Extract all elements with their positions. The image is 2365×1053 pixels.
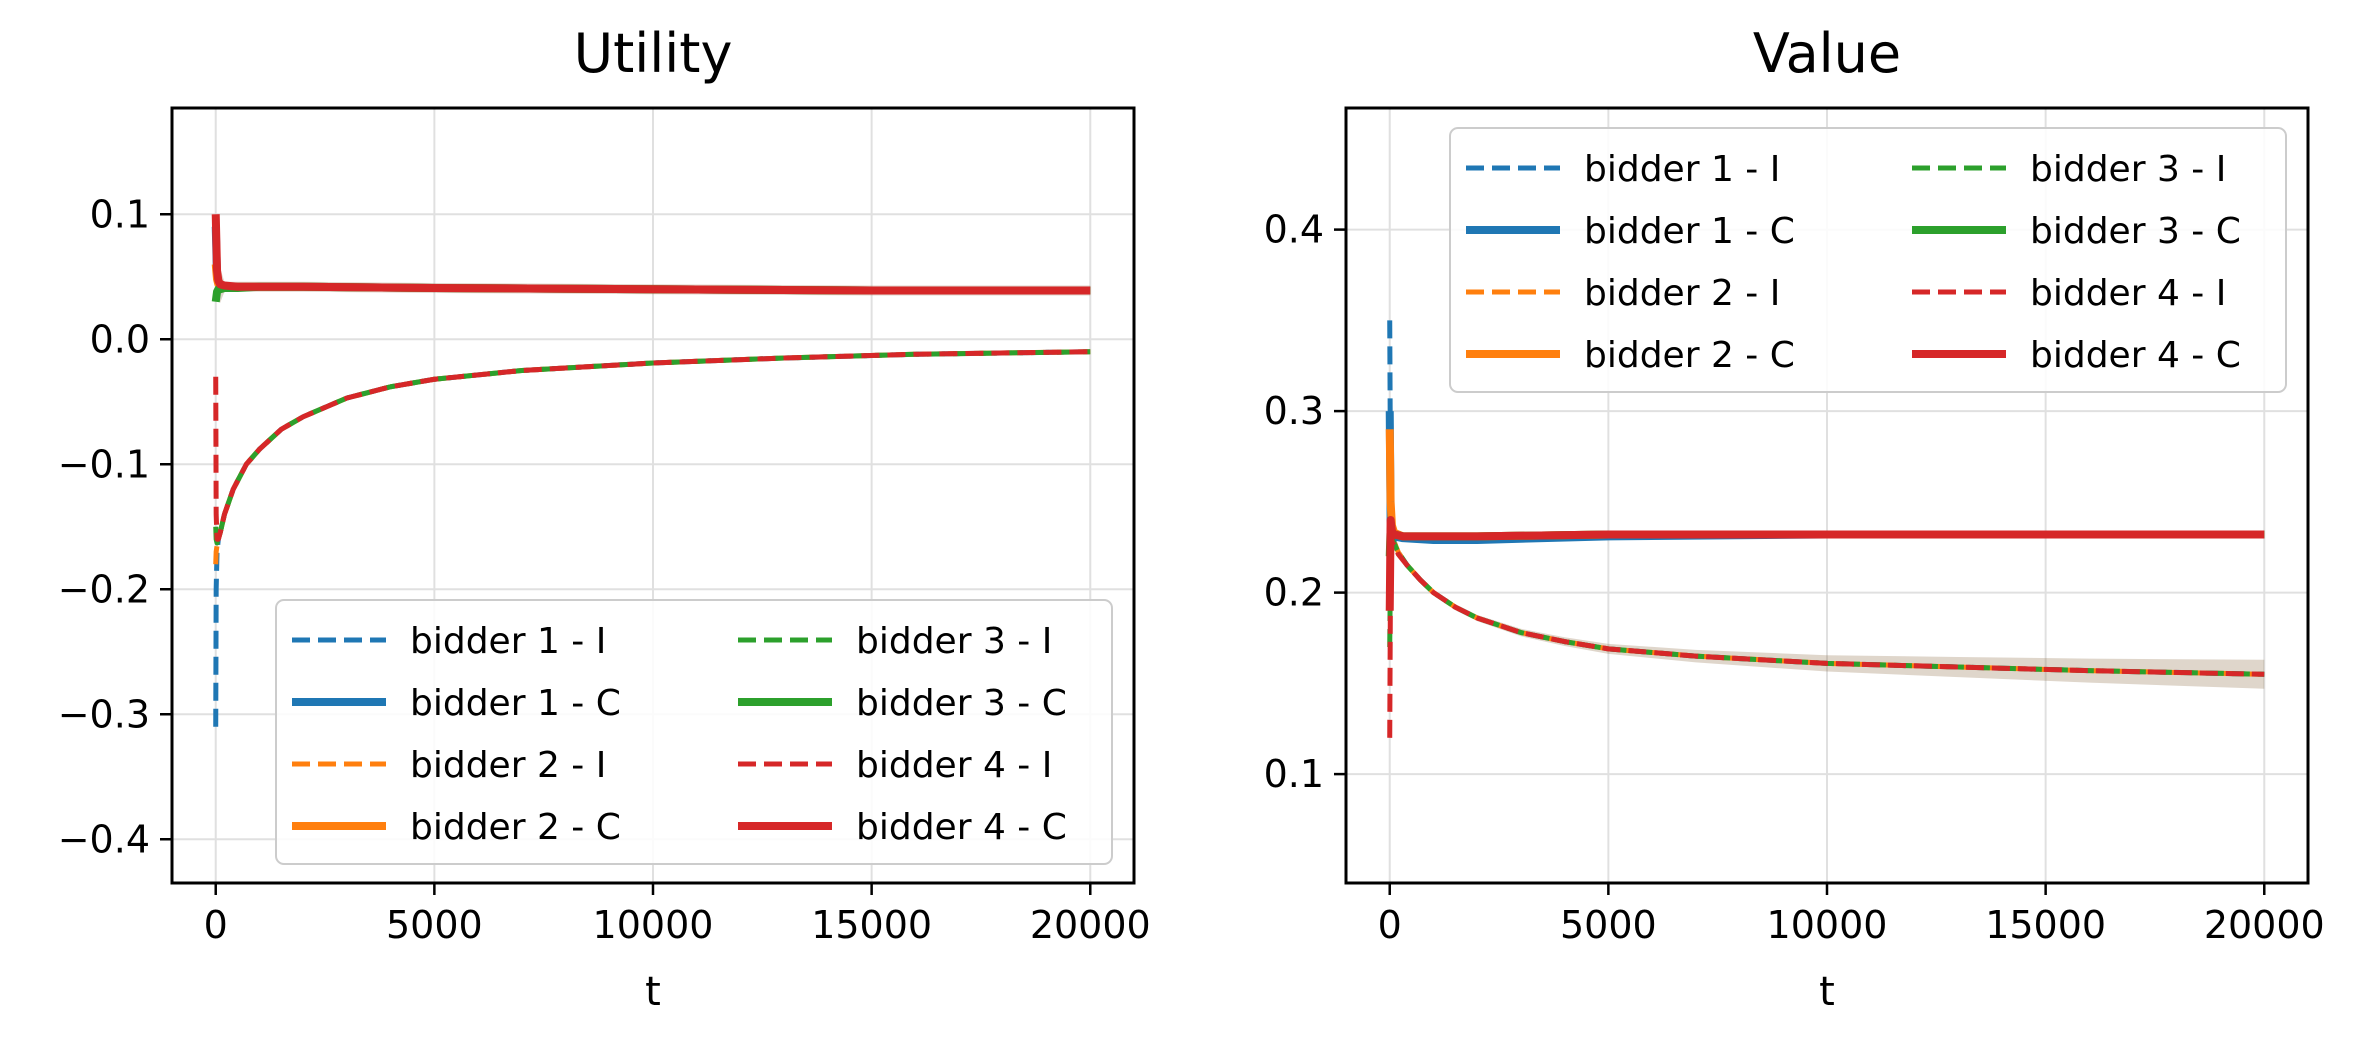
legend-label: bidder 4 - I bbox=[856, 745, 1052, 786]
y-tick-label: 0.2 bbox=[1264, 571, 1324, 615]
x-axis-title: t bbox=[645, 969, 661, 1015]
plot-area bbox=[211, 209, 1091, 730]
x-tick-label: 0 bbox=[204, 903, 228, 947]
x-tick-label: 15000 bbox=[1985, 903, 2106, 947]
x-tick-label: 20000 bbox=[1030, 903, 1151, 947]
y-tick-label: −0.1 bbox=[58, 442, 150, 486]
x-tick-label: 20000 bbox=[2204, 903, 2325, 947]
x-tick-label: 10000 bbox=[1767, 903, 1888, 947]
legend-label: bidder 1 - C bbox=[1584, 211, 1795, 252]
y-tick-label: −0.2 bbox=[58, 567, 150, 611]
y-tick-label: 0.4 bbox=[1264, 208, 1324, 252]
y-tick-label: 0.0 bbox=[90, 317, 150, 361]
y-tick-label: 0.1 bbox=[1264, 752, 1324, 796]
legend-label: bidder 1 - I bbox=[1584, 149, 1780, 190]
legend: bidder 1 - I bidder 1 - C bidder 2 - I bidd… bbox=[1449, 127, 2287, 393]
legend-label: bidder 3 - I bbox=[2030, 149, 2226, 190]
legend-label: bidder 2 - C bbox=[410, 807, 621, 848]
legend-label: bidder 2 - I bbox=[410, 745, 606, 786]
x-tick-label: 10000 bbox=[593, 903, 714, 947]
y-tick-label: −0.4 bbox=[58, 817, 150, 861]
legend-label: bidder 2 - C bbox=[1584, 335, 1795, 376]
chart-panel-1: 0 5000 10000 15000 20000 −0.4 −0.3 −0.2 −0.1 0.0 0… bbox=[58, 22, 1151, 1015]
legend-box bbox=[1449, 127, 2287, 393]
legend-label: bidder 1 - C bbox=[410, 683, 621, 724]
legend-label: bidder 4 - C bbox=[856, 807, 1067, 848]
legend-label: bidder 1 - I bbox=[410, 621, 606, 662]
y-tick-label: −0.3 bbox=[58, 692, 150, 736]
legend-label: bidder 3 - C bbox=[2030, 211, 2241, 252]
legend-label: bidder 2 - I bbox=[1584, 273, 1780, 314]
legend-label: bidder 4 - I bbox=[2030, 273, 2226, 314]
x-tick-label: 5000 bbox=[1560, 903, 1657, 947]
chart-title: Utility bbox=[574, 22, 733, 85]
y-tick-label: 0.1 bbox=[90, 192, 150, 236]
x-tick-label: 15000 bbox=[811, 903, 932, 947]
legend-box bbox=[275, 599, 1113, 865]
chart-panel-2: 0 5000 10000 15000 20000 0.1 0.2 0.3 0.4 Value t bi… bbox=[1264, 22, 2325, 1015]
x-tick-label: 5000 bbox=[386, 903, 483, 947]
legend-label: bidder 3 - C bbox=[856, 683, 1067, 724]
series-line-bidder4-c bbox=[211, 214, 1091, 295]
legend-label: bidder 4 - C bbox=[2030, 335, 2241, 376]
legend-label: bidder 3 - I bbox=[856, 621, 1052, 662]
series-line-bidder4-i bbox=[213, 349, 1091, 542]
y-tick-label: 0.3 bbox=[1264, 389, 1324, 433]
series-line-bidder4-c bbox=[1385, 516, 2265, 611]
plot-area bbox=[1385, 318, 2265, 738]
x-axis-title: t bbox=[1819, 969, 1835, 1015]
legend: bidder 1 - I bidder 1 - C bidder 2 - I bidd… bbox=[275, 599, 1113, 865]
x-tick-label: 0 bbox=[1378, 903, 1402, 947]
chart-title: Value bbox=[1753, 22, 1901, 85]
